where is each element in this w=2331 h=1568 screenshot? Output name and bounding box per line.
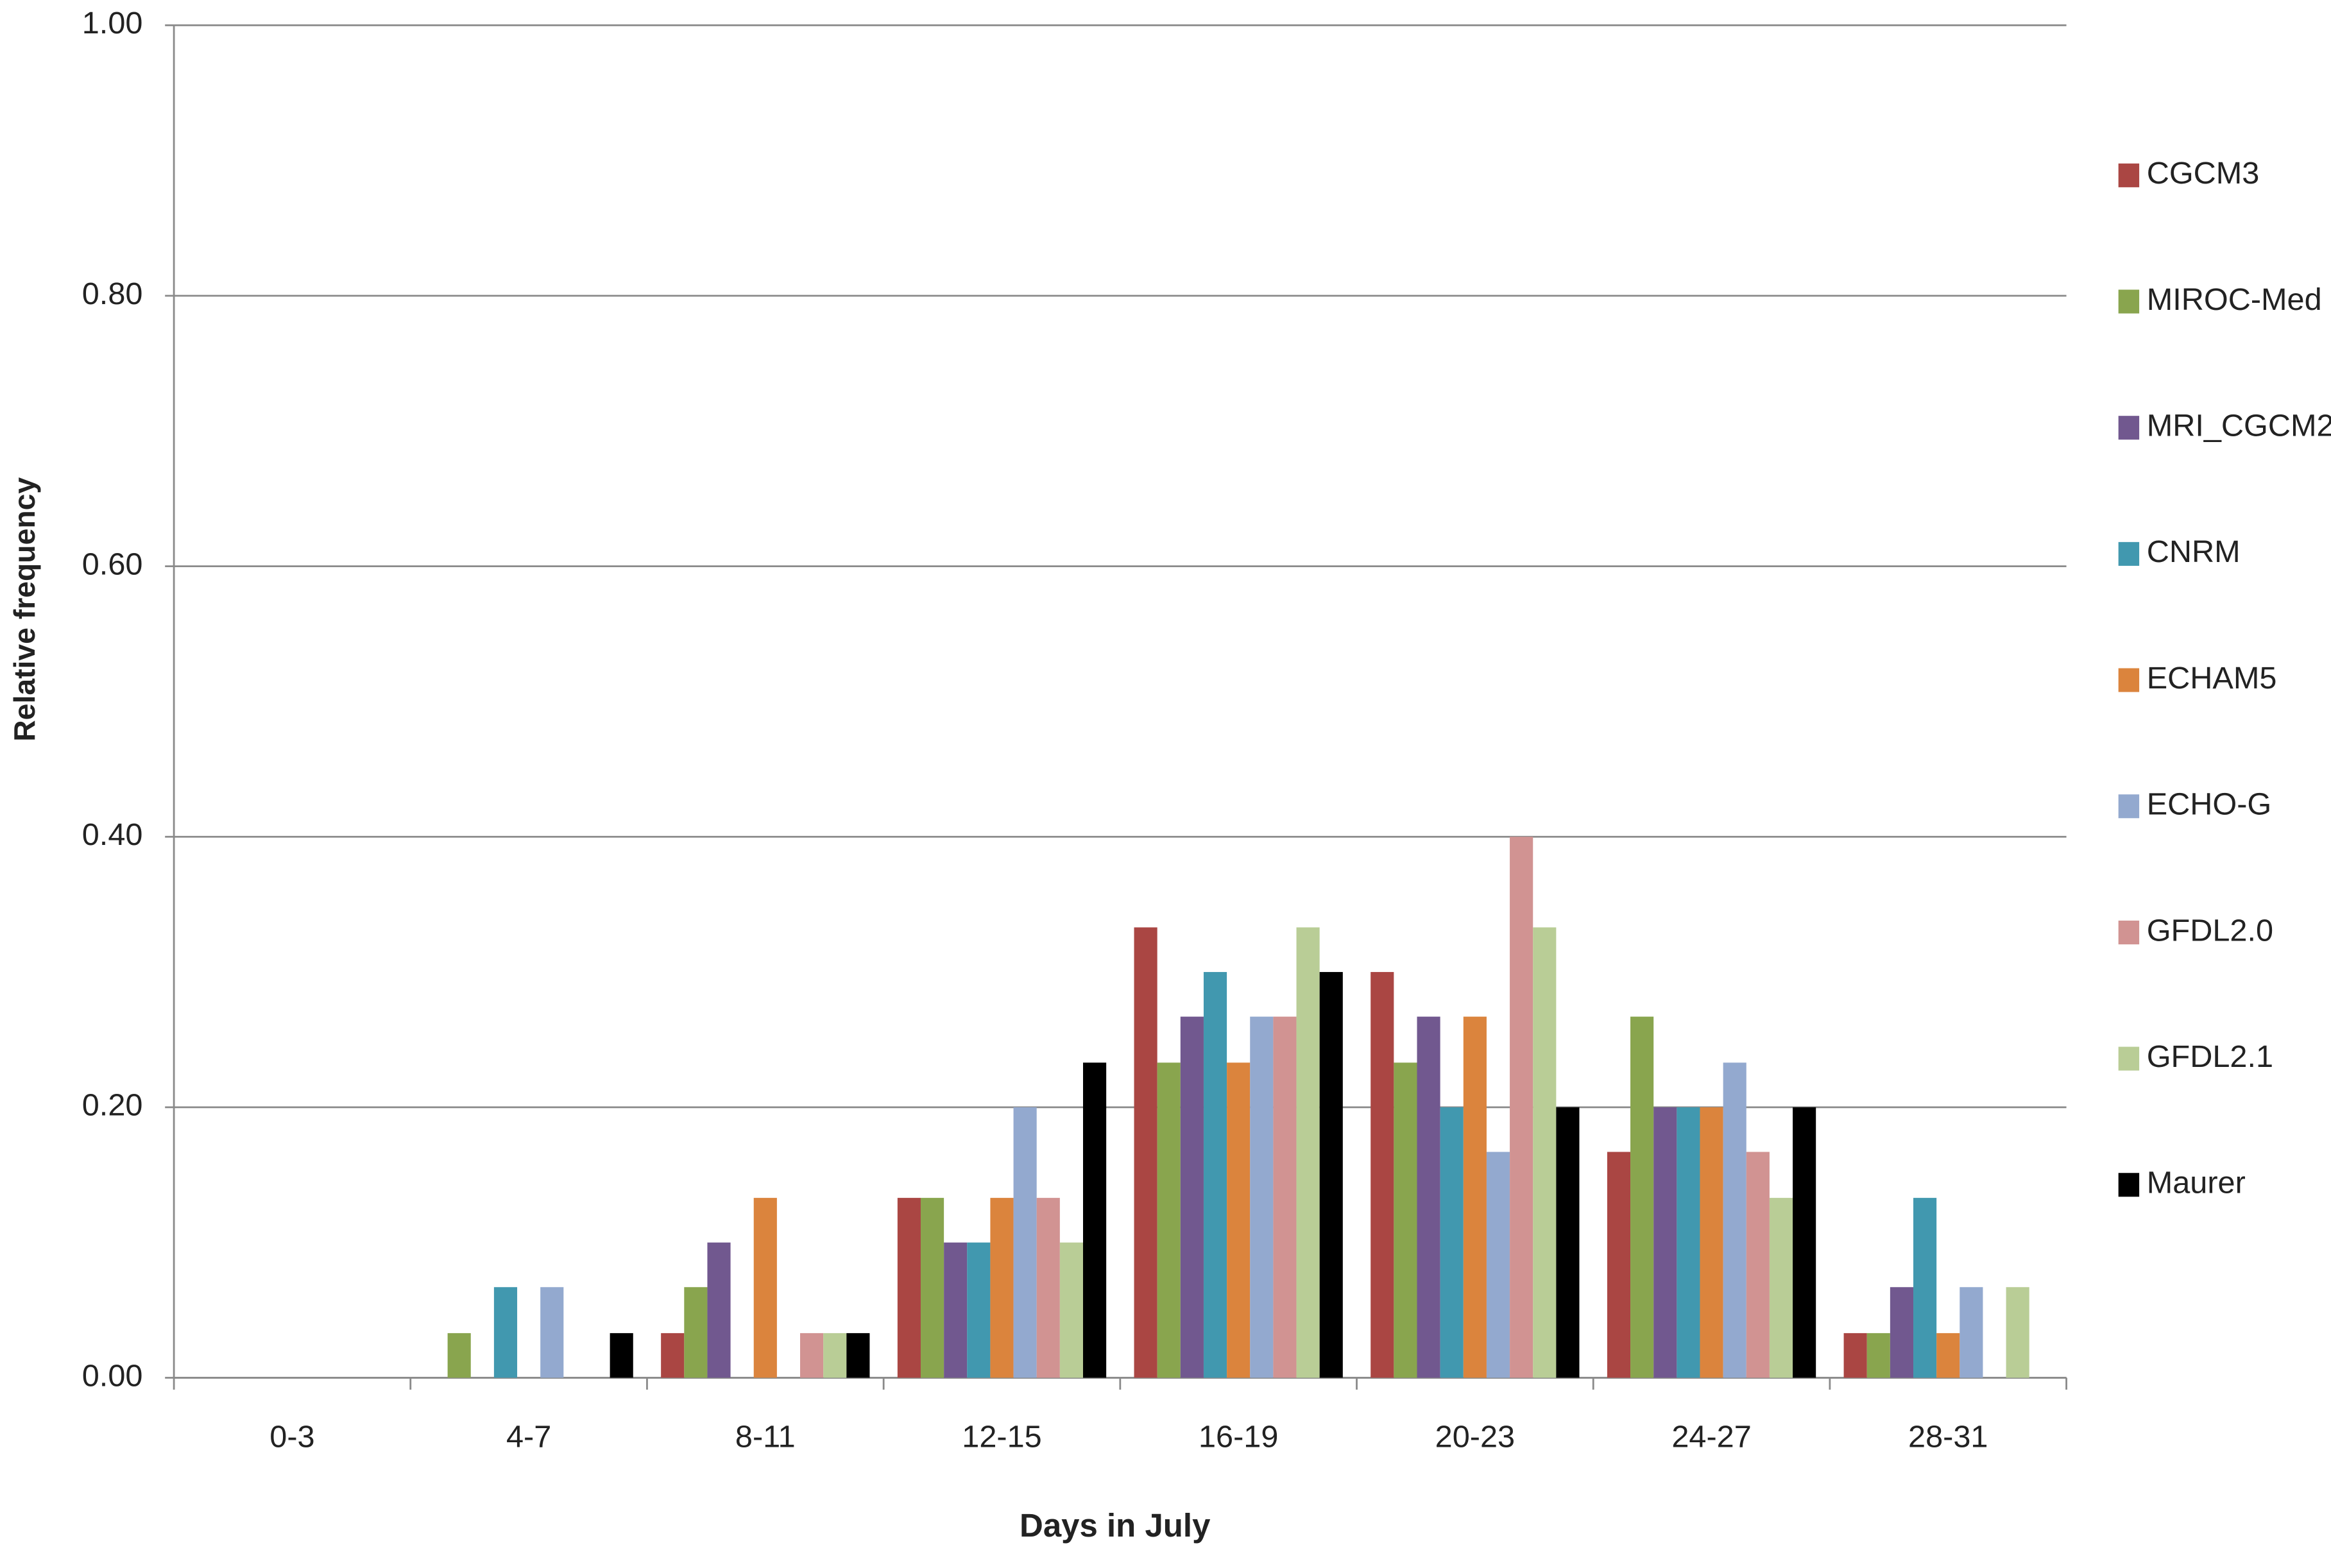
y-tick-label: 1.00: [82, 6, 143, 40]
bar: [823, 1333, 847, 1378]
bar: [1440, 1107, 1464, 1378]
x-tick-label: 28-31: [1908, 1419, 1988, 1454]
y-tick-label: 0.00: [82, 1358, 143, 1393]
legend-label: GFDL2.0: [2147, 913, 2273, 948]
bar: [1510, 837, 1533, 1378]
bar: [1134, 927, 1157, 1378]
legend-swatch: [2118, 541, 2140, 566]
bar: [1769, 1198, 1793, 1378]
bar: [1463, 1016, 1487, 1378]
bar: [1250, 1016, 1274, 1378]
x-tick-label: 12-15: [962, 1419, 1041, 1454]
legend-label: MIROC-Med: [2147, 282, 2322, 317]
bar: [2006, 1287, 2029, 1378]
bar: [707, 1242, 731, 1378]
legend-swatch: [2118, 668, 2140, 692]
bar: [447, 1333, 471, 1378]
bar: [1700, 1107, 1723, 1378]
x-axis-label: Days in July: [1020, 1507, 1211, 1544]
x-tick-label: 4-7: [506, 1419, 551, 1454]
bar: [1319, 972, 1343, 1378]
bar: [1913, 1198, 1937, 1378]
bar: [1370, 972, 1394, 1378]
legend-label: ECHO-G: [2147, 787, 2272, 822]
bar: [1296, 927, 1320, 1378]
x-tick-label: 16-19: [1199, 1419, 1278, 1454]
bar: [540, 1287, 564, 1378]
bar: [1866, 1333, 1890, 1378]
bar: [1013, 1107, 1037, 1378]
bar: [1157, 1062, 1181, 1378]
bar: [1793, 1107, 1816, 1378]
bar: [800, 1333, 824, 1378]
bar: [846, 1333, 870, 1378]
bar: [897, 1198, 921, 1378]
x-tick-label: 8-11: [735, 1419, 796, 1454]
y-axis-label: Relative frequency: [8, 477, 41, 742]
legend-swatch: [2118, 794, 2140, 819]
bar: [1533, 927, 1557, 1378]
bar: [1723, 1062, 1746, 1378]
bar: [990, 1198, 1014, 1378]
x-tick-label: 24-27: [1671, 1419, 1751, 1454]
bar: [1059, 1242, 1083, 1378]
bar: [753, 1198, 777, 1378]
legend-swatch: [2118, 416, 2140, 440]
legend-swatch: [2118, 1046, 2140, 1071]
x-tick-label: 20-23: [1435, 1419, 1515, 1454]
bar: [1936, 1333, 1960, 1378]
y-tick-label: 0.60: [82, 547, 143, 581]
bar: [1273, 1016, 1297, 1378]
bar: [1036, 1198, 1060, 1378]
bar: [944, 1242, 968, 1378]
y-tick-label: 0.80: [82, 277, 143, 311]
legend-label: GFDL2.1: [2147, 1039, 2273, 1074]
bar: [610, 1333, 633, 1378]
bar: [920, 1198, 944, 1378]
legend-label: CNRM: [2147, 534, 2241, 569]
y-tick-label: 0.40: [82, 817, 143, 852]
y-tick-label: 0.20: [82, 1088, 143, 1123]
legend-label: Maurer: [2147, 1166, 2246, 1200]
legend-swatch: [2118, 289, 2140, 314]
bar: [1960, 1287, 1983, 1378]
bar: [1394, 1062, 1417, 1378]
legend-swatch: [2118, 920, 2140, 944]
legend-swatch: [2118, 1173, 2140, 1197]
bar: [1417, 1016, 1440, 1378]
legend-swatch: [2118, 163, 2140, 187]
bar: [1746, 1152, 1770, 1378]
bar: [493, 1287, 518, 1378]
bar: [1486, 1152, 1510, 1378]
bar: [1556, 1107, 1580, 1378]
bar: [1630, 1016, 1654, 1378]
legend-label: CGCM3: [2147, 156, 2260, 191]
bar: [1203, 972, 1227, 1378]
bar: [661, 1333, 685, 1378]
x-tick-label: 0-3: [269, 1419, 314, 1454]
bar: [1180, 1016, 1204, 1378]
legend-label: ECHAM5: [2147, 661, 2277, 695]
bar: [1227, 1062, 1251, 1378]
bar: [1653, 1107, 1677, 1378]
bar: [967, 1242, 991, 1378]
bar: [1082, 1062, 1107, 1378]
bar: [1607, 1152, 1631, 1378]
legend-label: MRI_CGCM2: [2147, 409, 2331, 443]
bar: [1677, 1107, 1700, 1378]
bar: [1890, 1287, 1914, 1378]
bar: [684, 1287, 708, 1378]
bar: [1843, 1333, 1867, 1378]
